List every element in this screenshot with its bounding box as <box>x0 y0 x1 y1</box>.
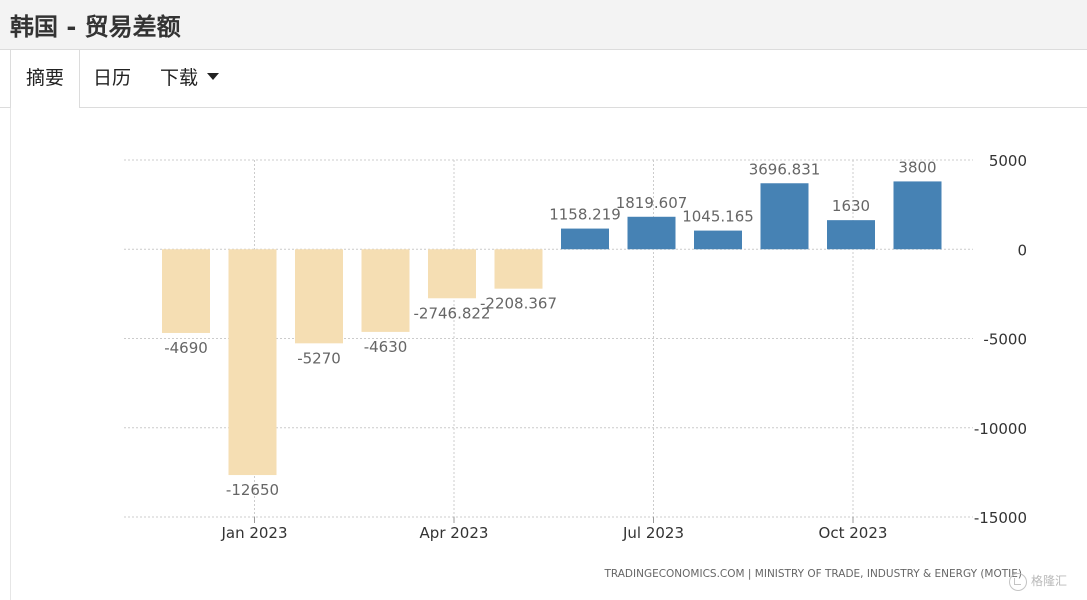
title-bar: 韩国 - 贸易差额 <box>0 0 1087 50</box>
source-credit: TRADINGECONOMICS.COM | MINISTRY OF TRADE… <box>603 568 1022 580</box>
caret-down-icon <box>207 73 220 80</box>
watermark: 格隆汇 <box>1009 572 1087 596</box>
bar-2023-03 <box>361 249 410 332</box>
watermark-logo-icon <box>1009 572 1027 591</box>
y-tick-label: 5000 <box>989 152 1027 170</box>
data-label: -2208.367 <box>480 295 557 313</box>
data-label: -2746.822 <box>414 304 491 322</box>
bar-2023-06 <box>561 228 609 250</box>
data-label: 1630 <box>832 197 870 215</box>
data-label: 1045.165 <box>682 208 754 226</box>
data-label: 3800 <box>898 158 936 176</box>
bar-2022-12 <box>162 249 210 333</box>
x-tick-label: Oct 2023 <box>819 524 888 542</box>
data-label: -5270 <box>297 349 341 367</box>
tab-calendar[interactable]: 日历 <box>93 67 132 89</box>
y-tick-label: -5000 <box>983 331 1027 349</box>
panel-edge <box>10 108 11 600</box>
bar-2023-09 <box>760 183 809 250</box>
data-label: -4630 <box>364 338 408 356</box>
page-title: 韩国 - 贸易差额 <box>10 13 181 41</box>
bar-2023-04 <box>428 249 476 299</box>
data-label: -12650 <box>226 481 279 499</box>
data-label: 1158.219 <box>549 206 621 224</box>
data-label: 3696.831 <box>749 160 821 178</box>
y-tick-label: -15000 <box>974 509 1027 527</box>
bar-layer <box>162 181 942 476</box>
bar-2023-10 <box>827 220 875 250</box>
x-tick-label: Jul 2023 <box>622 524 684 542</box>
y-tick-label: 0 <box>1017 241 1027 259</box>
bar-2023-08 <box>694 230 742 250</box>
y-tick-label: -10000 <box>974 420 1027 438</box>
x-tick-label: Apr 2023 <box>420 524 489 542</box>
bar-2023-07 <box>627 216 676 250</box>
x-tick-label: Jan 2023 <box>220 524 287 542</box>
tabs-bar: 摘要 日历 下载 <box>0 50 1087 108</box>
bar-2023-01 <box>228 249 277 476</box>
label-layer: -4690 -12650 -5270 -4630 -2746.822-2208.367 1… <box>164 158 936 499</box>
bar-2023-02 <box>295 249 343 344</box>
tab-download[interactable]: 下载 <box>160 50 220 107</box>
data-label: 1819.607 <box>616 194 688 212</box>
data-label: -4690 <box>164 339 208 357</box>
watermark-text: 格隆汇 <box>1031 574 1068 588</box>
axis-layer: 5000 0 -5000 -10000 -15000 Jan 2023 Apr 2023 Ju… <box>220 152 1027 542</box>
tab-download-label: 下载 <box>160 67 199 89</box>
bar-2023-05 <box>494 249 543 289</box>
tab-summary[interactable]: 摘要 <box>10 50 80 108</box>
bar-2023-11 <box>893 181 942 250</box>
